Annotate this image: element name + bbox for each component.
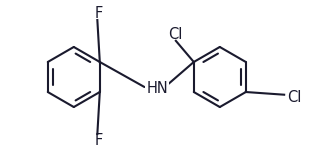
Text: F: F [95,133,103,148]
Text: HN: HN [146,81,168,96]
Text: Cl: Cl [168,27,182,42]
Text: Cl: Cl [287,90,302,105]
Text: F: F [95,6,103,21]
